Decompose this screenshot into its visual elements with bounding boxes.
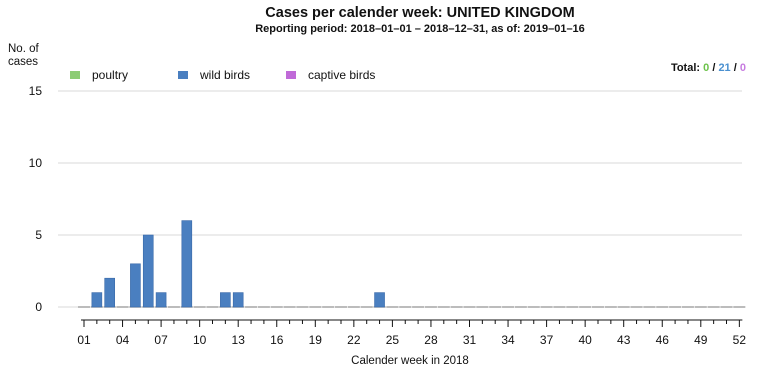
bar-wild-birds-week-13 xyxy=(232,292,244,308)
total-wild-birds: 21 xyxy=(718,62,731,74)
bar-wild-birds-week-12 xyxy=(220,292,231,308)
x-tick-label: 37 xyxy=(540,333,554,347)
chart-title: Cases per calender week: UNITED KINGDOM xyxy=(265,5,575,21)
total-label: Total: xyxy=(670,62,701,74)
y-axis-label: No. of cases xyxy=(8,43,39,69)
total-sep-2: / xyxy=(733,62,737,74)
legend-item-wild-birds: wild birds xyxy=(178,68,250,82)
x-tick-label: 43 xyxy=(617,333,631,347)
x-tick-label: 46 xyxy=(656,333,670,347)
y-axis-label-line2: cases xyxy=(8,56,39,68)
x-tick-label: 22 xyxy=(347,333,361,347)
bar-wild-birds-week-24 xyxy=(374,292,385,308)
bar-wild-birds-week-3 xyxy=(104,277,115,308)
bar-wild-birds-week-2 xyxy=(91,292,103,308)
x-tick-label: 13 xyxy=(232,333,246,347)
legend-label-poultry: poultry xyxy=(92,68,129,82)
total-captive-birds: 0 xyxy=(739,62,746,74)
y-tick-label: 15 xyxy=(29,84,43,98)
legend-swatch-captive-birds xyxy=(286,71,296,79)
y-tick-label: 0 xyxy=(35,300,42,314)
legend-label-wild-birds: wild birds xyxy=(200,68,251,82)
x-tick-label: 19 xyxy=(309,333,323,347)
legend-label-captive-birds: captive birds xyxy=(308,68,376,82)
x-tick-label: 16 xyxy=(270,333,284,347)
x-tick-label: 49 xyxy=(694,333,708,347)
x-tick-label: 52 xyxy=(733,333,747,347)
y-tick-label: 10 xyxy=(29,156,43,170)
x-tick-label: 07 xyxy=(154,333,168,347)
bar-wild-birds-week-9 xyxy=(181,220,193,308)
x-tick-label: 04 xyxy=(116,333,130,347)
x-tick-label: 10 xyxy=(193,333,207,347)
y-tick-label: 5 xyxy=(35,228,42,242)
bar-wild-birds-week-7 xyxy=(155,292,167,308)
legend-swatch-wild-birds xyxy=(178,71,188,79)
total-sep-1: / xyxy=(712,62,716,74)
x-tick-label: 28 xyxy=(424,333,438,347)
x-tick-label: 25 xyxy=(386,333,400,347)
x-axis-label: Calender week in 2018 xyxy=(351,355,469,367)
total-summary: Total: 0 / 21 / 0 xyxy=(671,62,746,74)
x-tick-label: 01 xyxy=(77,333,91,347)
legend-item-captive-birds: captive birds xyxy=(286,68,375,82)
x-tick-label: 40 xyxy=(578,333,592,347)
legend-swatch-poultry xyxy=(70,71,80,79)
chart-subtitle: Reporting period: 2018–01–01 – 2018–12–3… xyxy=(255,23,585,35)
legend-item-poultry: poultry xyxy=(70,68,128,82)
x-tick-label: 31 xyxy=(463,333,477,347)
x-tick-label: 34 xyxy=(501,333,515,347)
bar-wild-birds-week-6 xyxy=(142,234,154,308)
bar-wild-birds-week-5 xyxy=(130,263,141,308)
total-poultry: 0 xyxy=(703,62,710,74)
y-axis-label-line1: No. of xyxy=(8,43,39,55)
